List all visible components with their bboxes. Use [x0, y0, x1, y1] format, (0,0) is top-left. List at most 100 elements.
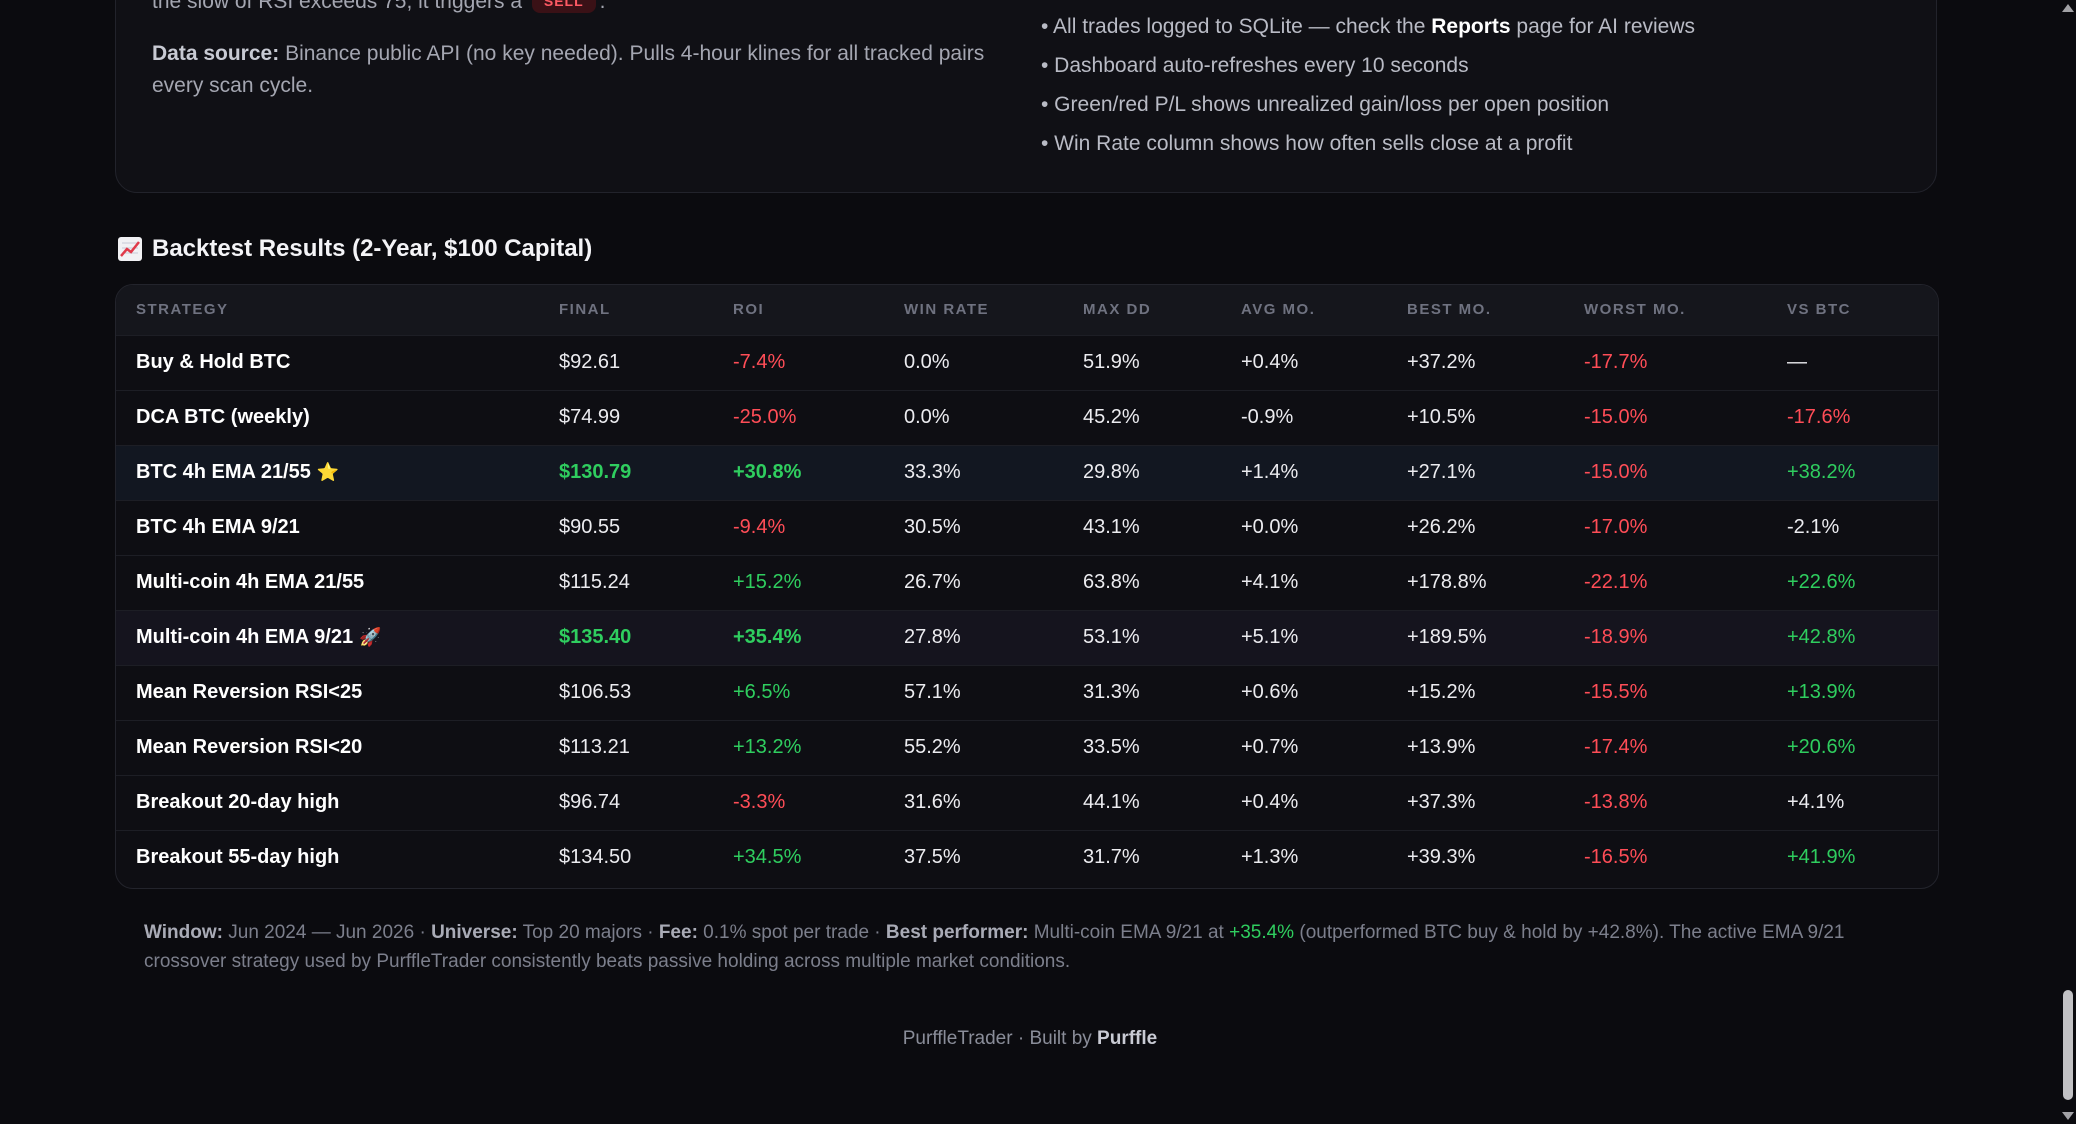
worst-mo-cell: -15.0%	[1584, 461, 1648, 483]
best-mo-cell: +37.2%	[1407, 351, 1476, 373]
strategy-cell: Multi-coin 4h EMA 9/21 🚀	[116, 610, 539, 665]
avg-mo-cell: +0.4%	[1241, 791, 1299, 813]
strategy-cell: DCA BTC (weekly)	[116, 390, 539, 445]
scroll-down-arrow-icon[interactable]	[2062, 1112, 2074, 1120]
data-source-value: Binance public API (no key needed). Pull…	[152, 42, 985, 97]
table-row: BTC 4h EMA 21/55 ⭐ $130.79 +30.8% 33.3% 29.8%…	[116, 445, 1938, 500]
max-dd-cell: 31.7%	[1083, 846, 1140, 869]
win-rate-cell: 33.3%	[904, 461, 961, 483]
column-header: AVG MO.	[1241, 301, 1316, 319]
max-dd-cell: 44.1%	[1083, 791, 1140, 813]
fee-value: 0.1% spot per trade ·	[697, 922, 886, 943]
footer-brand-link[interactable]: Purffle	[1097, 1028, 1158, 1049]
tip-text: • Win Rate column shows how often sells …	[1041, 132, 1573, 155]
worst-mo-cell: -15.0%	[1584, 406, 1648, 428]
max-dd-cell: 29.8%	[1083, 461, 1140, 483]
column-header: WORST MO.	[1584, 301, 1686, 319]
final-cell: $113.21	[559, 736, 630, 758]
column-header: STRATEGY	[136, 301, 229, 319]
table-row: Breakout 20-day high $96.74 -3.3% 31.6% 44.1…	[116, 775, 1938, 830]
avg-mo-cell: +5.1%	[1241, 626, 1299, 648]
vertical-scrollbar[interactable]	[2059, 0, 2076, 1124]
table-row: DCA BTC (weekly) $74.99 -25.0% 0.0% 45.2% -0.…	[116, 390, 1938, 445]
column-header: MAX DD	[1083, 301, 1152, 319]
strategy-name: Multi-coin 4h EMA 9/21	[136, 626, 354, 648]
worst-mo-cell: -22.1%	[1584, 571, 1648, 593]
roi-cell: +6.5%	[733, 681, 791, 703]
column-header: VS BTC	[1787, 301, 1852, 319]
avg-mo-cell: +0.7%	[1241, 736, 1299, 758]
vs-btc-cell: +42.8%	[1787, 626, 1856, 648]
strategy-name: Mean Reversion RSI<20	[136, 736, 363, 758]
worst-mo-cell: -15.5%	[1584, 681, 1648, 703]
section-title-text: Backtest Results (2-Year, $100 Capital)	[152, 235, 593, 262]
best-performer-value: Multi-coin EMA 9/21 at	[1028, 922, 1230, 943]
final-cell: $92.61	[559, 351, 621, 373]
avg-mo-cell: +1.4%	[1241, 461, 1299, 483]
strategy-name: Buy & Hold BTC	[136, 351, 291, 373]
column-header: BEST MO.	[1407, 301, 1492, 319]
vs-btc-cell: —	[1787, 351, 1807, 373]
backtest-footnote: Window: Jun 2024 — Jun 2026 · Universe: …	[144, 918, 1864, 976]
vs-btc-cell: +20.6%	[1787, 736, 1856, 758]
strategy-cell: Breakout 55-day high	[116, 830, 539, 885]
max-dd-cell: 53.1%	[1083, 626, 1140, 648]
roi-cell: -9.4%	[733, 516, 786, 538]
worst-mo-cell: -17.0%	[1584, 516, 1648, 538]
avg-mo-cell: +0.6%	[1241, 681, 1299, 703]
strategy-cell: Mean Reversion RSI<25	[116, 665, 539, 720]
best-performer-roi: +35.4%	[1229, 922, 1295, 943]
best-mo-cell: +10.5%	[1407, 406, 1476, 428]
backtest-results-table: STRATEGY FINAL ROI WIN RATE MAX DD AVG MO. BES…	[115, 284, 1939, 889]
column-header: FINAL	[559, 301, 611, 319]
roi-cell: +15.2%	[733, 571, 802, 593]
final-cell: $90.55	[559, 516, 621, 538]
how-it-works-card: the slow of RSI exceeds 75, it triggers …	[115, 0, 1937, 193]
strategy-name: BTC 4h EMA 9/21	[136, 516, 300, 538]
strategy-name: DCA BTC (weekly)	[136, 406, 310, 428]
footer-text: PurffleTrader · Built by	[902, 1028, 1098, 1049]
max-dd-cell: 63.8%	[1083, 571, 1140, 593]
win-rate-cell: 0.0%	[904, 406, 950, 428]
win-rate-cell: 30.5%	[904, 516, 961, 538]
worst-mo-cell: -18.9%	[1584, 626, 1648, 648]
strategy-name: BTC 4h EMA 21/55	[136, 461, 311, 483]
page-footer: PurffleTrader · Built by Purffle	[0, 1028, 2060, 1050]
strategy-name: Multi-coin 4h EMA 21/55	[136, 571, 365, 593]
window-value: Jun 2024 — Jun 2026 ·	[222, 922, 432, 943]
fee-label: Fee:	[658, 922, 698, 943]
table-header-row: STRATEGY FINAL ROI WIN RATE MAX DD AVG MO. BES…	[116, 285, 1938, 335]
table-row: BTC 4h EMA 9/21 $90.55 -9.4% 30.5% 43.1% +0.0…	[116, 500, 1938, 555]
best-mo-cell: +37.3%	[1407, 791, 1476, 813]
strategy-cell: Mean Reversion RSI<20	[116, 720, 539, 775]
section-title: Backtest Results (2-Year, $100 Capital)	[118, 235, 592, 263]
roi-cell: +13.2%	[733, 736, 802, 758]
scrollbar-thumb[interactable]	[2063, 990, 2073, 1100]
final-cell: $134.50	[559, 846, 632, 869]
data-source-text: Data source: Binance public API (no key …	[152, 38, 1012, 102]
tip-text: • All trades logged to SQLite — check th…	[1041, 15, 1432, 38]
vs-btc-cell: +13.9%	[1787, 681, 1856, 703]
max-dd-cell: 33.5%	[1083, 736, 1140, 758]
chart-increasing-icon	[118, 237, 142, 261]
vs-btc-cell: +38.2%	[1787, 461, 1856, 483]
best-mo-cell: +26.2%	[1407, 516, 1476, 538]
best-mo-cell: +13.9%	[1407, 736, 1476, 758]
final-cell: $74.99	[559, 406, 621, 428]
strategy-cell: BTC 4h EMA 21/55 ⭐	[116, 445, 539, 500]
tip-item: • Green/red P/L shows unrealized gain/lo…	[1041, 85, 1921, 124]
avg-mo-cell: +1.3%	[1241, 846, 1299, 869]
win-rate-cell: 0.0%	[904, 351, 950, 373]
worst-mo-cell: -16.5%	[1584, 846, 1648, 869]
strategy-cell: Breakout 20-day high	[116, 775, 539, 830]
tip-text-suffix: page for AI reviews	[1510, 15, 1696, 38]
worst-mo-cell: -13.8%	[1584, 791, 1648, 813]
avg-mo-cell: +0.0%	[1241, 516, 1299, 538]
roi-cell: -7.4%	[733, 351, 786, 373]
worst-mo-cell: -17.4%	[1584, 736, 1648, 758]
final-cell: $106.53	[559, 681, 632, 703]
win-rate-cell: 37.5%	[904, 846, 961, 869]
scroll-up-arrow-icon[interactable]	[2062, 4, 2074, 12]
final-cell: $130.79	[559, 461, 632, 483]
strategy-name: Breakout 20-day high	[136, 791, 340, 813]
